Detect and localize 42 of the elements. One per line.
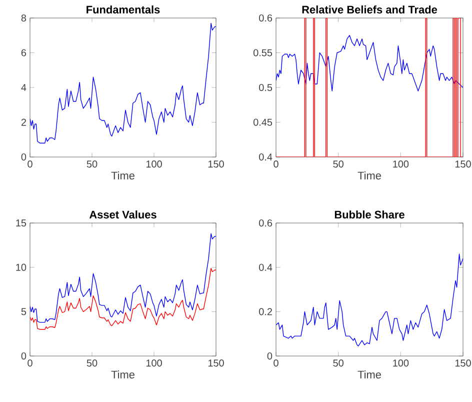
chart-title: Fundamentals bbox=[86, 5, 160, 14]
y-tick-label: 0.5 bbox=[259, 84, 272, 92]
y-tick-label: 0.55 bbox=[253, 49, 272, 56]
y-tick-label: 0.6 bbox=[259, 219, 272, 227]
y-tick-label: 0.4 bbox=[259, 264, 272, 271]
x-tick-label: 0 bbox=[28, 160, 32, 168]
y-tick-label: 0.4 bbox=[259, 153, 272, 161]
x-tick-label: 100 bbox=[393, 160, 409, 168]
x-tick-label: 150 bbox=[208, 160, 224, 168]
x-tick-label: 50 bbox=[333, 360, 344, 367]
x-axis-title: Time bbox=[358, 370, 381, 378]
y-tick-label: 4 bbox=[21, 84, 26, 91]
x-tick-label: 50 bbox=[333, 160, 344, 168]
x-tick-label: 0 bbox=[28, 360, 32, 367]
y-tick-label: 10 bbox=[16, 264, 26, 271]
y-tick-label: 0.2 bbox=[259, 308, 272, 316]
chart-title: Relative Beliefs and Trade bbox=[302, 5, 438, 14]
x-axis-title: Time bbox=[111, 370, 134, 378]
y-tick-label: 0.45 bbox=[253, 118, 272, 126]
y-tick-label: 0.6 bbox=[259, 14, 272, 22]
x-tick-label: 0 bbox=[274, 160, 278, 168]
x-tick-label: 50 bbox=[86, 360, 98, 367]
chart-title: Bubble Share bbox=[334, 210, 404, 219]
x-tick-label: 150 bbox=[208, 360, 224, 367]
x-axis-title: Time bbox=[358, 171, 381, 180]
x-tick-label: 100 bbox=[146, 160, 162, 168]
y-tick-label: 2 bbox=[21, 118, 26, 126]
chart-title: Asset Values bbox=[89, 210, 156, 219]
y-tick-label: 0 bbox=[21, 153, 26, 161]
x-axis-title: Time bbox=[111, 171, 134, 180]
x-tick-label: 0 bbox=[274, 360, 278, 367]
x-tick-label: 50 bbox=[86, 160, 98, 168]
y-tick-label: 0 bbox=[267, 352, 272, 360]
y-tick-label: 6 bbox=[21, 49, 26, 56]
y-tick-label: 15 bbox=[16, 220, 26, 226]
y-tick-label: 8 bbox=[21, 14, 26, 22]
x-tick-label: 150 bbox=[455, 360, 471, 367]
x-tick-label: 150 bbox=[455, 160, 471, 168]
y-tick-label: 5 bbox=[21, 308, 26, 316]
x-tick-label: 100 bbox=[146, 360, 162, 367]
y-tick-label: 0 bbox=[21, 352, 26, 360]
x-tick-label: 100 bbox=[393, 360, 409, 367]
